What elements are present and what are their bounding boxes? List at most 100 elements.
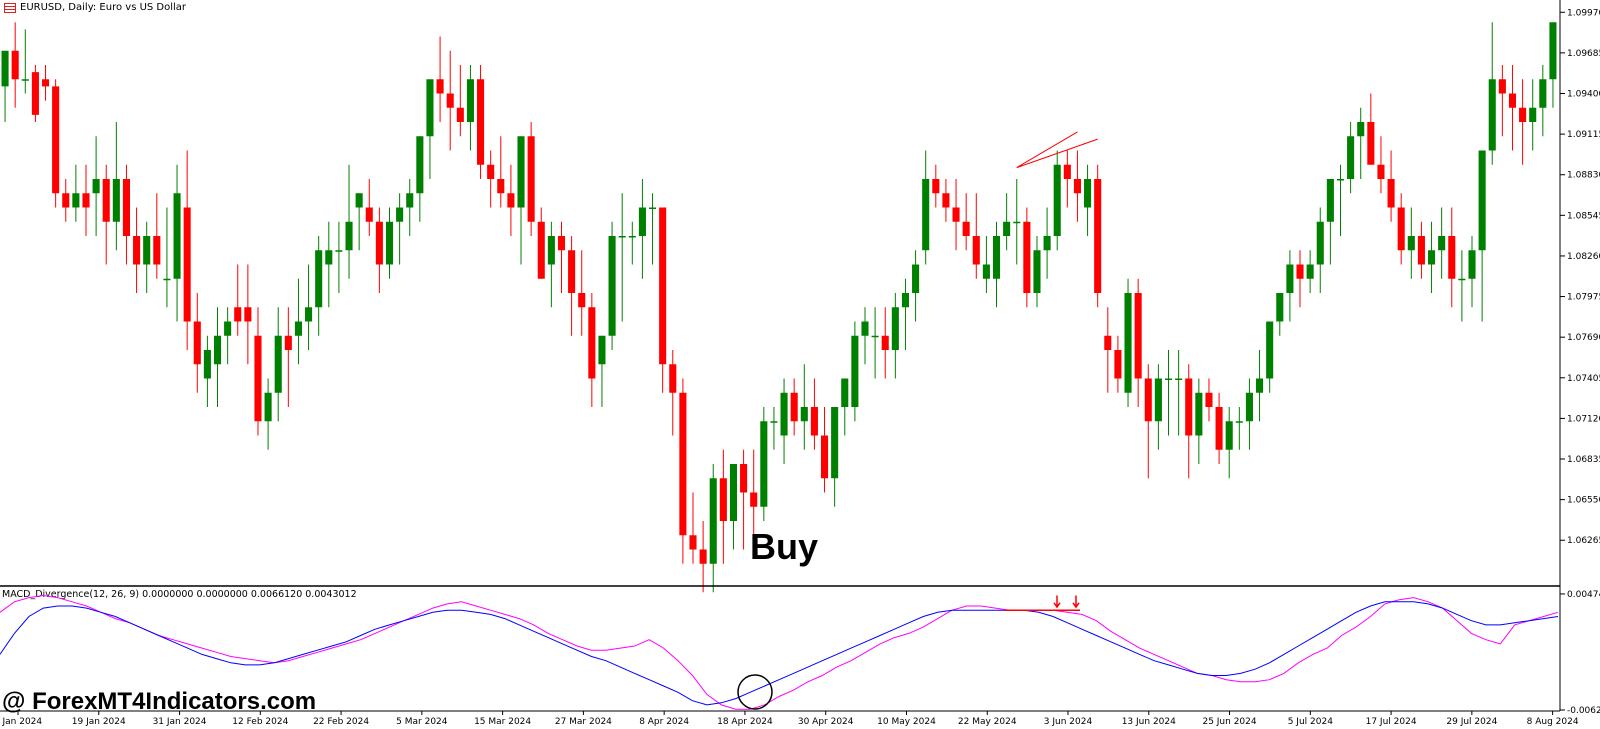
candle-body (618, 236, 626, 238)
candle-body (1094, 179, 1102, 293)
time-tick-label: 25 Jun 2024 (1202, 717, 1256, 727)
candle-body (527, 136, 535, 222)
candle-body (648, 207, 657, 209)
candle-body (436, 79, 444, 94)
candle-body (912, 264, 920, 293)
candle-body (112, 179, 120, 222)
candle-body (952, 207, 960, 222)
candle-body (800, 407, 808, 422)
candle-body (932, 179, 940, 194)
candle-body (557, 236, 566, 251)
candle-body (740, 464, 748, 493)
candle-body (1195, 392, 1203, 436)
watermark-text: @ ForexMT4Indicators.com (2, 688, 317, 715)
price-tick-label: 1.09400 (1567, 90, 1600, 100)
candle-body (1084, 179, 1092, 208)
candle-body (922, 179, 930, 251)
price-tick-label: 1.08545 (1567, 211, 1600, 221)
time-tick-label: 9 Jan 2024 (0, 717, 42, 727)
time-tick-label: 29 Jul 2024 (1446, 717, 1497, 727)
candle-body (1458, 278, 1466, 281)
candle-body (143, 236, 151, 265)
candle-body (790, 392, 798, 422)
macd-line (0, 594, 1559, 710)
candle-body (891, 307, 899, 350)
candle-body (153, 236, 161, 265)
candle-body (1468, 250, 1476, 279)
candle-body (1296, 264, 1304, 279)
indicator-title: MACD_Divergence(12, 26, 9) 0.0000000 0.0… (2, 589, 357, 600)
candle-body (1508, 93, 1517, 108)
candle-body (173, 193, 181, 279)
candle-body (871, 335, 879, 338)
chart-title-bar: EURUSD, Daily: Euro vs US Dollar (4, 2, 186, 13)
candle-body (1, 50, 9, 87)
candle-body (1367, 122, 1375, 165)
price-pane[interactable] (1, 22, 1557, 593)
candle-body (992, 236, 1001, 279)
candle-body (1357, 122, 1365, 137)
candle-body (163, 278, 171, 281)
candle-body (1326, 179, 1334, 222)
candle-body (901, 293, 910, 308)
candle-body (689, 535, 697, 550)
candle-body (1175, 378, 1183, 380)
candle-body (568, 250, 576, 293)
candle-body (396, 207, 404, 222)
candle-body (1438, 236, 1446, 251)
candle-body (1266, 321, 1274, 379)
candle-body (659, 207, 667, 365)
candle-body (1397, 207, 1405, 251)
candle-body (1529, 107, 1537, 122)
candle-body (1427, 250, 1436, 265)
time-tick-label: 22 May 2024 (958, 717, 1017, 727)
time-tick-label: 15 Mar 2024 (474, 717, 531, 727)
candle-body (365, 207, 373, 222)
candle-body (1407, 236, 1415, 251)
candle-body (588, 307, 596, 379)
candle-body (1023, 221, 1031, 293)
time-tick-label: 8 Aug 2024 (1527, 717, 1579, 727)
candle-body (1205, 392, 1213, 407)
candle-body (1519, 107, 1527, 122)
time-tick-label: 5 Jul 2024 (1288, 717, 1333, 727)
candle-body (41, 79, 50, 87)
candle-body (1225, 421, 1233, 450)
time-tick-label: 5 Mar 2024 (396, 717, 448, 727)
candle-body (942, 193, 950, 208)
candle-body (1256, 378, 1264, 393)
price-tick-label: 1.09970 (1567, 8, 1600, 18)
candle-body (1043, 236, 1051, 251)
indicator-tick-label: 0.004746 (1567, 590, 1600, 600)
candle-body (203, 350, 211, 379)
candle-body (31, 72, 39, 115)
candle-body (1549, 22, 1557, 80)
candle-body (1104, 335, 1112, 350)
candle-body (841, 378, 849, 407)
candle-body (385, 221, 394, 265)
candle-body (517, 136, 525, 208)
indicator-axis: 0.004746 -0.006280 (1560, 590, 1600, 716)
indicator-tick-label: -0.006280 (1567, 706, 1600, 716)
candle-body (305, 307, 313, 322)
candle-body (1134, 293, 1142, 379)
candle-body (1347, 136, 1355, 179)
candle-body (477, 79, 485, 165)
candle-body (345, 221, 353, 251)
candle-body (679, 392, 687, 536)
price-tick-label: 1.09685 (1567, 49, 1600, 59)
candle-body (325, 250, 333, 265)
time-tick-label: 8 Apr 2024 (639, 717, 689, 727)
indicator-pane[interactable] (0, 594, 1559, 710)
candle-body (1498, 79, 1506, 94)
candle-body (1215, 407, 1223, 450)
chart-window-icon (4, 2, 16, 13)
time-tick-label: 27 Mar 2024 (555, 717, 612, 727)
candle-body (264, 392, 272, 422)
price-tick-label: 1.08830 (1567, 171, 1600, 181)
candle-body (962, 221, 970, 236)
candle-body (1478, 150, 1486, 251)
divergence-arrow-icon (1053, 595, 1061, 609)
time-tick-label: 22 Feb 2024 (313, 717, 369, 727)
